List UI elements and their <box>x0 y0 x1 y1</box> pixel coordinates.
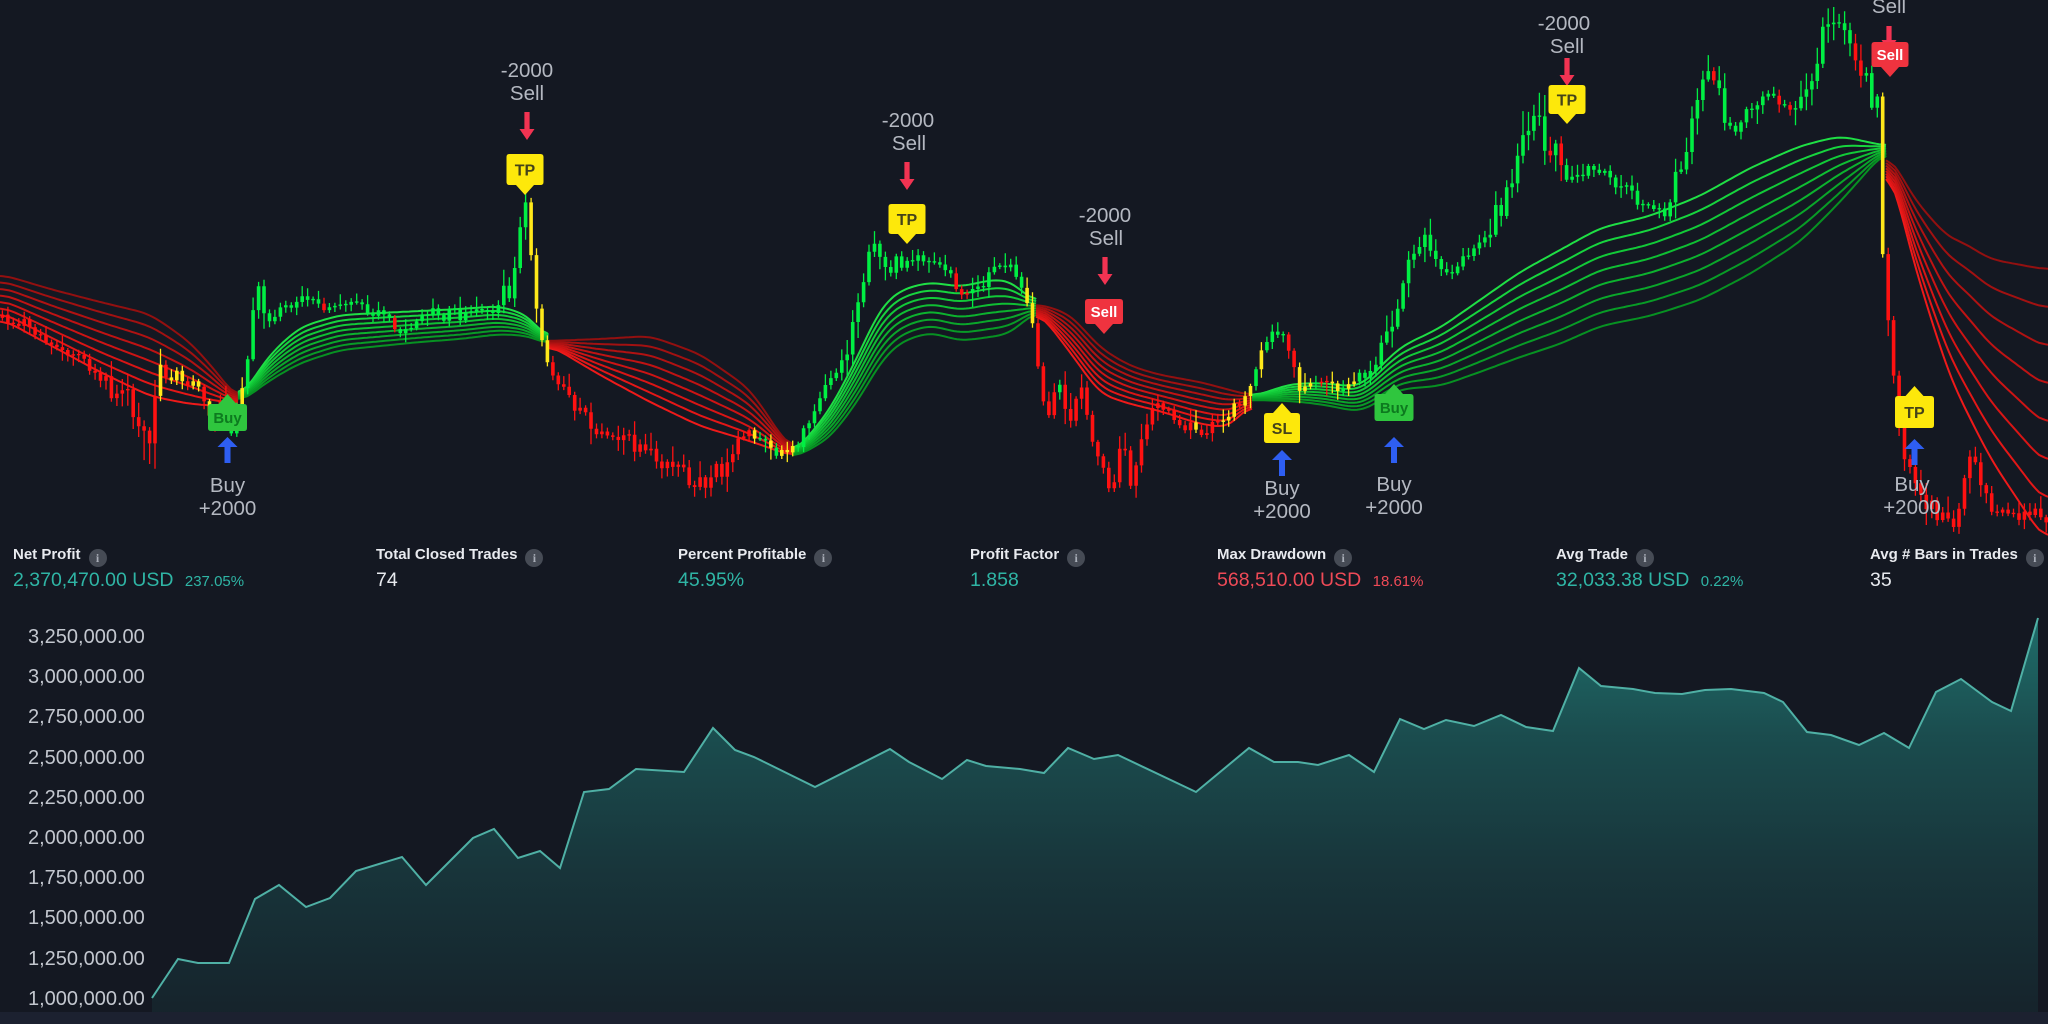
svg-text:TP: TP <box>1557 92 1578 109</box>
svg-text:Sell: Sell <box>1550 35 1584 58</box>
svg-text:+2000: +2000 <box>199 497 257 520</box>
svg-text:Sell: Sell <box>510 82 544 105</box>
svg-text:Buy: Buy <box>1376 473 1412 496</box>
svg-text:2,500,000.00: 2,500,000.00 <box>28 747 145 769</box>
svg-text:-2000: -2000 <box>1079 204 1131 227</box>
svg-text:Buy: Buy <box>213 410 242 427</box>
svg-text:-2000: -2000 <box>1538 12 1590 35</box>
svg-text:-2000: -2000 <box>501 59 553 82</box>
svg-text:+2000: +2000 <box>1253 500 1311 523</box>
svg-text:Sell: Sell <box>1872 0 1906 18</box>
svg-text:Buy: Buy <box>1264 477 1300 500</box>
svg-text:Sell: Sell <box>892 132 926 155</box>
svg-text:2,750,000.00: 2,750,000.00 <box>28 706 145 728</box>
svg-text:1,500,000.00: 1,500,000.00 <box>28 907 145 929</box>
svg-text:2,250,000.00: 2,250,000.00 <box>28 787 145 809</box>
svg-text:TP: TP <box>1904 405 1925 422</box>
svg-text:-2000: -2000 <box>882 109 934 132</box>
svg-text:Buy: Buy <box>210 474 246 497</box>
svg-text:1,000,000.00: 1,000,000.00 <box>28 988 145 1010</box>
svg-text:Sell: Sell <box>1091 304 1118 321</box>
svg-text:Sell: Sell <box>1089 227 1123 250</box>
svg-text:Buy: Buy <box>1380 400 1409 417</box>
svg-text:Buy: Buy <box>1894 473 1930 496</box>
svg-text:2,000,000.00: 2,000,000.00 <box>28 827 145 849</box>
svg-text:+2000: +2000 <box>1883 496 1941 519</box>
svg-text:Sell: Sell <box>1877 47 1904 64</box>
svg-text:TP: TP <box>897 212 918 229</box>
svg-text:TP: TP <box>515 162 536 179</box>
svg-text:1,750,000.00: 1,750,000.00 <box>28 867 145 889</box>
svg-text:+2000: +2000 <box>1365 496 1423 519</box>
svg-text:3,000,000.00: 3,000,000.00 <box>28 666 145 688</box>
svg-text:1,250,000.00: 1,250,000.00 <box>28 948 145 970</box>
svg-text:3,250,000.00: 3,250,000.00 <box>28 626 145 648</box>
svg-text:SL: SL <box>1272 421 1293 438</box>
